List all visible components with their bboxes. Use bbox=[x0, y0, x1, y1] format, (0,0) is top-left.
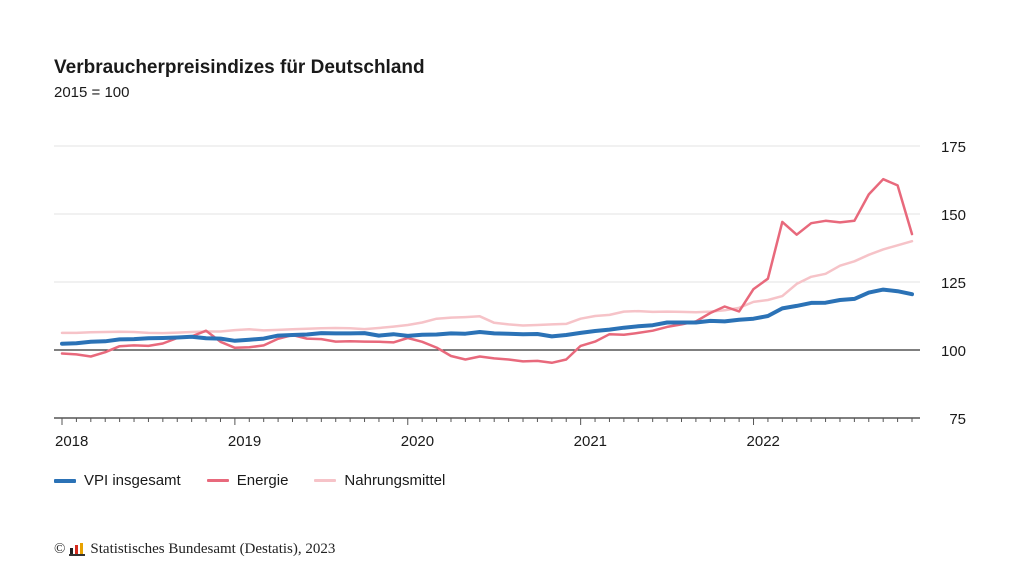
chart-title: Verbraucherpreisindizes für Deutschland bbox=[54, 57, 425, 78]
series-lines bbox=[60, 177, 914, 365]
legend-item-vpi[interactable]: VPI insgesamt bbox=[54, 472, 181, 489]
legend-swatch-vpi bbox=[54, 478, 76, 483]
series-line-nahrungsmittel bbox=[60, 239, 914, 335]
legend-item-nahrung[interactable]: Nahrungsmittel bbox=[314, 472, 445, 489]
series-line-energie bbox=[60, 177, 914, 365]
y-tick-label-100: 100 bbox=[941, 343, 966, 360]
source-footer: © Statistisches Bundesamt (Destatis), 20… bbox=[54, 541, 335, 558]
legend-label-nahrung: Nahrungsmittel bbox=[344, 472, 446, 489]
y-tick-label-125: 125 bbox=[941, 275, 966, 292]
chart-subtitle: 2015 = 100 bbox=[54, 84, 130, 101]
copyright-icon: © bbox=[54, 541, 66, 557]
y-tick-label-175: 175 bbox=[941, 139, 966, 156]
y-axis-tick-labels: 75 100 125 150 175 bbox=[941, 139, 966, 428]
legend-swatch-nahrung bbox=[314, 479, 337, 482]
legend: VPI insgesamt Energie Nahrungsmittel bbox=[54, 472, 471, 489]
legend-swatch-energie bbox=[206, 479, 229, 482]
x-tick-label-2018: 2018 bbox=[55, 433, 88, 450]
x-tick-label-2022: 2022 bbox=[747, 433, 780, 450]
legend-label-vpi: VPI insgesamt bbox=[84, 472, 181, 489]
grid-lines bbox=[54, 145, 920, 351]
legend-label-energie: Energie bbox=[236, 472, 289, 489]
destatis-bar-logo-icon bbox=[69, 542, 86, 556]
series-line-vpi bbox=[60, 287, 914, 346]
x-tick-label-2019: 2019 bbox=[228, 433, 261, 450]
x-tick-label-2021: 2021 bbox=[574, 433, 607, 450]
x-axis: 2018 2019 2020 2021 2022 bbox=[54, 417, 920, 450]
source-text: Statistisches Bundesamt (Destatis), 2023 bbox=[90, 541, 336, 557]
legend-item-energie[interactable]: Energie bbox=[206, 472, 289, 489]
y-tick-label-150: 150 bbox=[941, 207, 966, 224]
x-tick-label-2020: 2020 bbox=[401, 433, 434, 450]
y-tick-label-75: 75 bbox=[949, 411, 966, 428]
